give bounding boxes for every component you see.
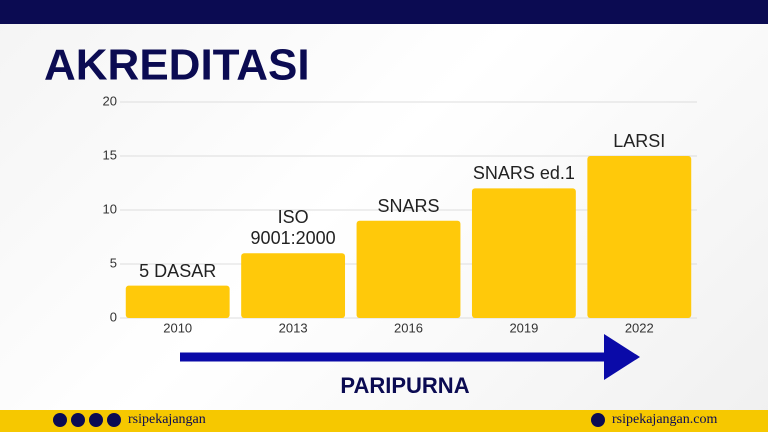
footer-right: rsipekajangan.com — [612, 412, 717, 427]
y-tick-label: 10 — [103, 201, 117, 216]
y-tick-label: 5 — [110, 255, 117, 270]
social-icons — [53, 413, 121, 427]
bar-annotation: LARSI — [613, 131, 666, 151]
top-bar — [0, 0, 768, 24]
chart-title: AKREDITASI — [44, 41, 310, 90]
arrow-label: PARIPURNA — [340, 373, 469, 398]
web-icon — [591, 413, 605, 427]
bar — [471, 188, 576, 318]
bar-annotation: ISO 9001:2000 — [250, 207, 336, 249]
x-tick-label: 2010 — [163, 320, 192, 335]
bar-annotation: SNARS — [377, 195, 440, 216]
bar-annotation: 5 DASAR — [139, 260, 217, 281]
y-tick-label: 0 — [110, 309, 117, 324]
bar — [241, 253, 346, 318]
y-tick-label: 20 — [103, 93, 117, 108]
bar — [587, 156, 692, 318]
bar-annotation: SNARS ed.1 — [472, 163, 575, 184]
y-tick-label: 15 — [103, 147, 117, 162]
x-tick-label: 2016 — [394, 320, 423, 335]
x-tick-label: 2019 — [509, 320, 538, 335]
footer-left: rsipekajangan — [128, 412, 206, 427]
footer-bar — [0, 410, 768, 432]
x-tick-label: 2022 — [625, 320, 654, 335]
x-tick-label: 2013 — [279, 320, 308, 335]
bar — [125, 285, 230, 318]
arrow-head — [604, 334, 640, 380]
bar — [356, 220, 461, 318]
